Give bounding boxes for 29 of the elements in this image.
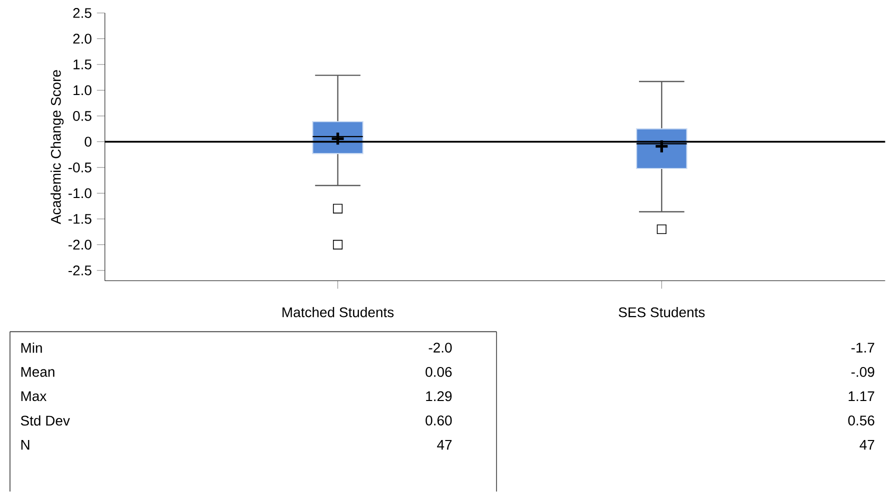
text: N — [21, 440, 30, 450]
text: 1.17 — [848, 391, 874, 402]
y-tick-label: 0 — [84, 136, 92, 147]
text: -2.0 — [428, 342, 452, 353]
y-tick-label: 2.5 — [73, 8, 92, 18]
text: Min — [21, 342, 42, 353]
y-tick-label: -2.0 — [68, 240, 92, 250]
y-tick-label: 1.5 — [74, 60, 92, 70]
text: 0.60 — [426, 416, 452, 426]
y-tick-label: -0.5 — [68, 162, 92, 172]
y-tick-label: -1.0 — [68, 188, 92, 198]
y-tick-label: -2.5 — [68, 266, 92, 276]
text: 47 — [437, 440, 452, 450]
x-tick-label: SES Students — [618, 307, 705, 318]
text: Max — [21, 391, 47, 402]
text: Mean — [21, 367, 54, 377]
text: Std Dev — [20, 415, 70, 426]
text: 47 — [860, 440, 874, 450]
text: 1.29 — [426, 391, 452, 402]
text: 0.06 — [426, 367, 452, 377]
text: 0.56 — [848, 416, 874, 426]
y-tick-label: 2.0 — [73, 34, 92, 44]
y-tick-label: -1.5 — [68, 214, 92, 224]
x-tick-label: Matched Students — [282, 307, 394, 318]
y-tick-label: 0.5 — [73, 111, 92, 121]
text: -1.7 — [851, 342, 874, 353]
y-tick-label: 1.0 — [74, 85, 92, 96]
text: -.09 — [851, 367, 874, 377]
y-axis-title: Academic Change Score — [50, 70, 64, 224]
